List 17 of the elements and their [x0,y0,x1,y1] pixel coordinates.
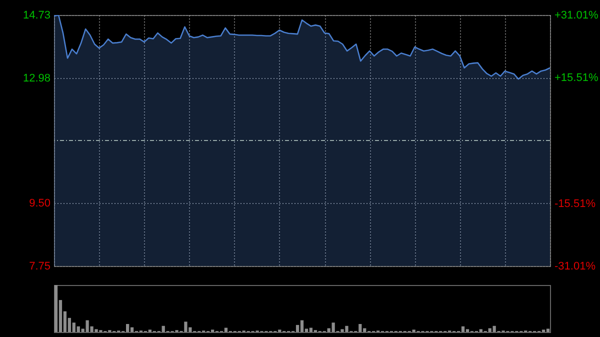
y2-tick-label: +31.01% [554,10,598,22]
bar [54,285,58,332]
bar [224,328,228,332]
bar [546,328,550,332]
y2-tick-label: -31.01% [554,260,596,272]
y-tick-label: 7.75 [29,260,50,272]
y-tick-label: 12.98 [22,72,50,84]
y-tick-label: 14.73 [22,10,50,22]
y2-tick-label: +15.51% [554,72,598,84]
bar [300,320,304,332]
bar [466,329,470,332]
y-tick-label: 9.50 [29,198,50,210]
bar [130,327,134,332]
bar [296,324,300,332]
y2-tick-label: -15.51% [554,198,596,210]
bar [309,328,313,332]
bar [461,326,465,332]
